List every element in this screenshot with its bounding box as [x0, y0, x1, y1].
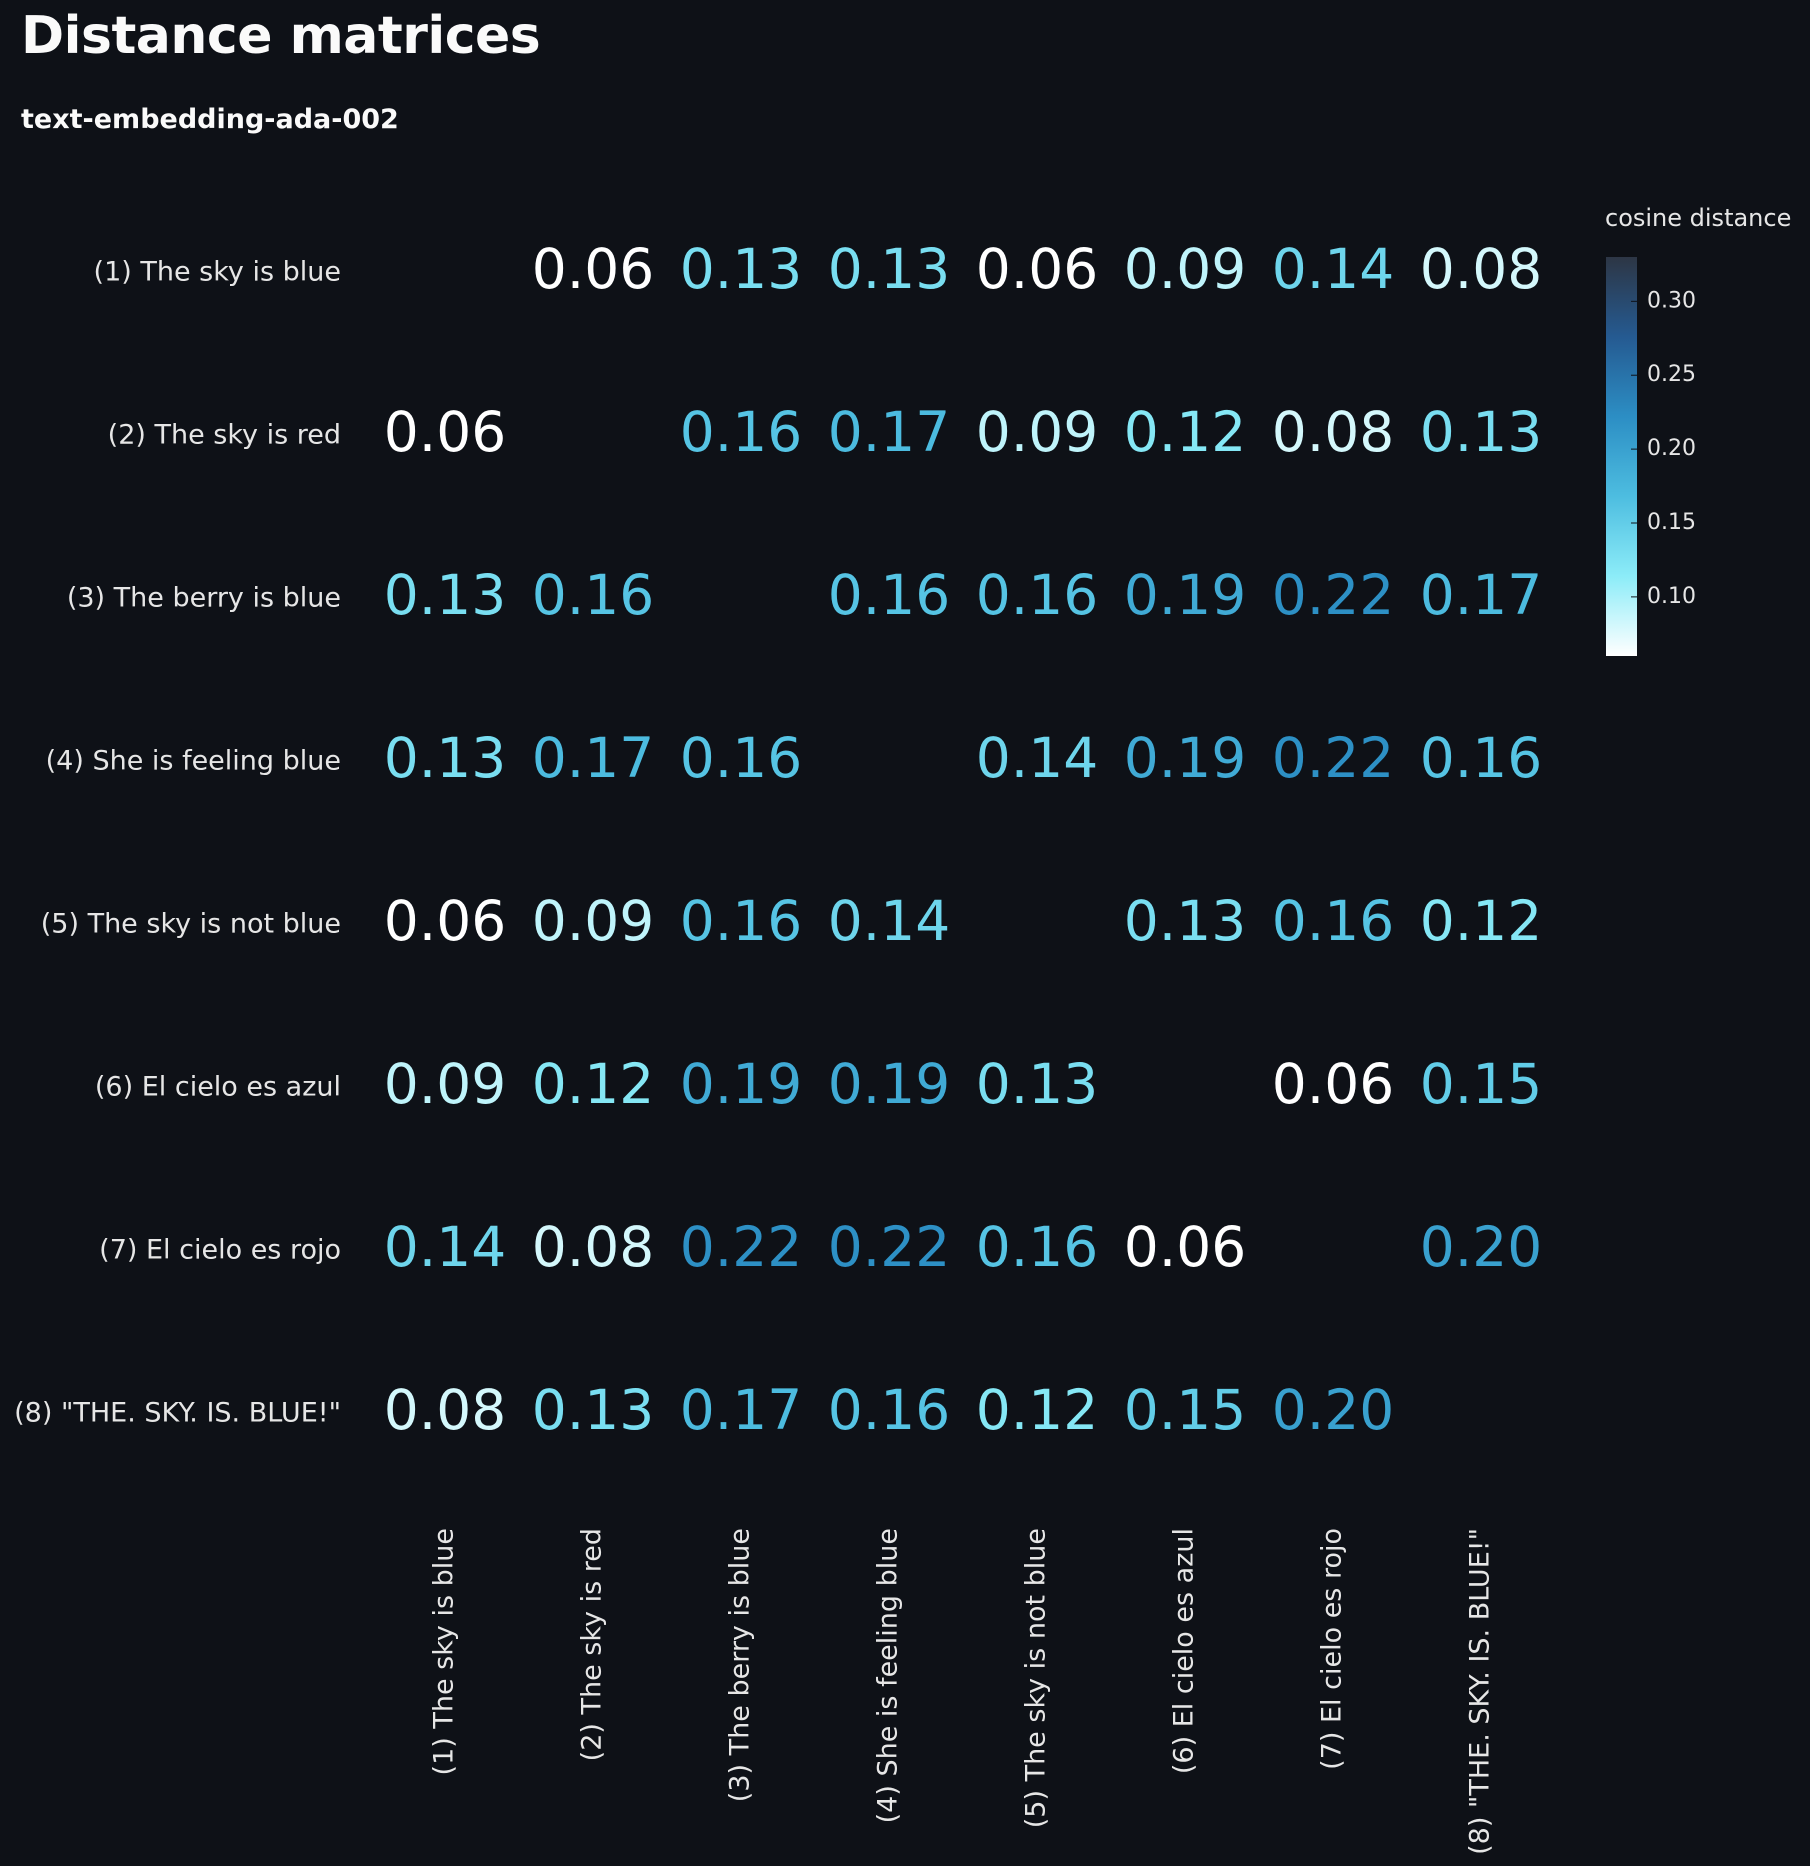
colorbar: cosine distance 0.30 0.25 0.20 0.15 0.10: [1605, 204, 1791, 656]
row-label: (7) El cielo es rojo: [99, 1235, 341, 1266]
heatmap-cell: 0.16: [976, 1215, 1098, 1279]
heatmap-cell: 0.16: [532, 563, 654, 627]
heatmap-cell: 0.09: [384, 1052, 506, 1116]
heatmap-cell: 0.19: [1124, 563, 1246, 627]
colorbar-ticks: 0.30 0.25 0.20 0.15 0.10: [1631, 288, 1696, 609]
row-label: (4) She is feeling blue: [46, 746, 341, 777]
heatmap-cell: 0.17: [532, 726, 654, 790]
row-label: (1) The sky is blue: [94, 257, 341, 288]
heatmap-cell: 0.08: [1272, 400, 1394, 464]
heatmap-cell: 0.09: [976, 400, 1098, 464]
row-label: (5) The sky is not blue: [41, 909, 341, 940]
heatmap-cell: 0.13: [532, 1378, 654, 1442]
row-label: (8) "THE. SKY. IS. BLUE!": [14, 1398, 341, 1429]
heatmap-cell: 0.22: [1272, 563, 1394, 627]
page-subtitle: text-embedding-ada-002: [21, 104, 399, 135]
heatmap-cell: 0.08: [384, 1378, 506, 1442]
column-label: (5) The sky is not blue: [1021, 1528, 1052, 1828]
heatmap-cell: 0.19: [828, 1052, 950, 1116]
column-label: (4) She is feeling blue: [873, 1528, 904, 1823]
heatmap-cell: 0.19: [1124, 726, 1246, 790]
heatmap-cell: 0.09: [1124, 237, 1246, 301]
heatmap-cell: 0.06: [976, 237, 1098, 301]
row-label: (6) El cielo es azul: [95, 1072, 341, 1103]
heatmap-cell: 0.06: [1124, 1215, 1246, 1279]
heatmap-cell: 0.14: [1272, 237, 1394, 301]
column-label: (7) El cielo es rojo: [1317, 1528, 1348, 1770]
heatmap-cell: 0.17: [828, 400, 950, 464]
colorbar-title: cosine distance: [1605, 204, 1791, 232]
heatmap-cell: 0.16: [680, 889, 802, 953]
heatmap-cell: 0.09: [532, 889, 654, 953]
heatmap-cell: 0.16: [680, 400, 802, 464]
heatmap-cell: 0.15: [1420, 1052, 1542, 1116]
heatmap-cell: 0.12: [1420, 889, 1542, 953]
heatmap-cell: 0.22: [828, 1215, 950, 1279]
heatmap-cell: 0.14: [828, 889, 950, 953]
colorbar-tick-label: 0.25: [1647, 362, 1696, 387]
heatmap-cell: 0.16: [828, 563, 950, 627]
heatmap-cell: 0.17: [1420, 563, 1542, 627]
column-label: (1) The sky is blue: [429, 1528, 460, 1775]
heatmap-cell: 0.17: [680, 1378, 802, 1442]
row-label: (3) The berry is blue: [67, 583, 341, 614]
colorbar-tick-label: 0.10: [1647, 584, 1696, 609]
heatmap-cell: 0.13: [1420, 400, 1542, 464]
heatmap-cell: 0.12: [976, 1378, 1098, 1442]
heatmap-cell: 0.14: [384, 1215, 506, 1279]
column-label: (2) The sky is red: [577, 1528, 608, 1761]
heatmap-cell: 0.20: [1420, 1215, 1542, 1279]
heatmap-cell: 0.12: [532, 1052, 654, 1116]
heatmap-cell: 0.12: [1124, 400, 1246, 464]
heatmap-cell: 0.16: [976, 563, 1098, 627]
row-label: (2) The sky is red: [108, 420, 341, 451]
heatmap-cell: 0.13: [828, 237, 950, 301]
heatmap-cell: 0.06: [384, 889, 506, 953]
heatmap-cell: 0.14: [976, 726, 1098, 790]
heatmap-cell: 0.16: [1420, 726, 1542, 790]
heatmap-cell: 0.19: [680, 1052, 802, 1116]
heatmap-cell: 0.13: [976, 1052, 1098, 1116]
heatmap-cell: 0.06: [1272, 1052, 1394, 1116]
heatmap-cell: 0.16: [680, 726, 802, 790]
colorbar-tick-label: 0.30: [1647, 288, 1696, 313]
column-labels: (1) The sky is blue (2) The sky is red (3)…: [429, 1528, 1496, 1855]
page-title: Distance matrices: [21, 6, 541, 66]
row-labels: (1) The sky is blue (2) The sky is red (3)…: [14, 257, 341, 1429]
column-label: (3) The berry is blue: [725, 1528, 756, 1802]
colorbar-gradient: [1606, 257, 1637, 656]
heatmap-cell: 0.22: [680, 1215, 802, 1279]
column-label: (6) El cielo es azul: [1169, 1528, 1200, 1774]
heatmap-cell: 0.16: [828, 1378, 950, 1442]
colorbar-tick-label: 0.15: [1647, 510, 1696, 535]
heatmap-cell: 0.06: [384, 400, 506, 464]
heatmap-cell: 0.13: [1124, 889, 1246, 953]
heatmap-cell: 0.13: [384, 726, 506, 790]
heatmap-cell: 0.22: [1272, 726, 1394, 790]
heatmap-cell: 0.20: [1272, 1378, 1394, 1442]
heatmap-cell: 0.08: [1420, 237, 1542, 301]
heatmap-cell: 0.15: [1124, 1378, 1246, 1442]
heatmap-cell: 0.13: [680, 237, 802, 301]
heatmap-cell: 0.08: [532, 1215, 654, 1279]
colorbar-tick-label: 0.20: [1647, 436, 1696, 461]
heatmap-cells: 0.06 0.13 0.13 0.06 0.09 0.14 0.08 0.06 0.16 0.17…: [384, 237, 1542, 1442]
column-label: (8) "THE. SKY. IS. BLUE!": [1465, 1528, 1496, 1855]
heatmap-cell: 0.13: [384, 563, 506, 627]
heatmap-cell: 0.06: [532, 237, 654, 301]
heatmap-cell: 0.16: [1272, 889, 1394, 953]
